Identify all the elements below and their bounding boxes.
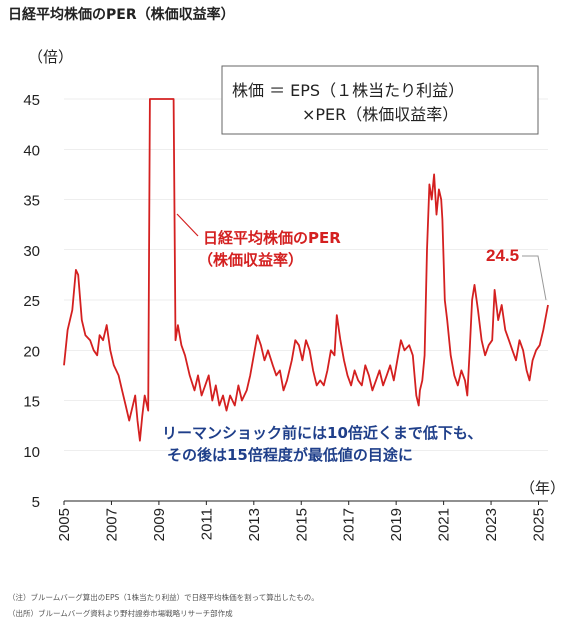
y-tick-label: 15: [23, 394, 40, 411]
comment-line-1: リーマンショック前には10倍近くまで低下も、: [162, 424, 482, 442]
series-label-leader: [176, 213, 199, 237]
y-tick-label: 20: [23, 343, 40, 360]
x-tick-label: 2025: [531, 508, 548, 541]
y-tick-label: 35: [23, 193, 40, 210]
x-axis-label: （年）: [520, 480, 565, 497]
latest-value-leader: [522, 255, 547, 301]
y-tick-label: 10: [23, 444, 40, 461]
series-label-line-2: （株価収益率）: [198, 251, 303, 269]
per-series-line: [63, 98, 549, 442]
x-tick-label: 2015: [293, 508, 310, 541]
y-axis-ticks: 5 10 15 20 25 30 35 40 45: [23, 92, 40, 511]
x-tick-label: 2011: [198, 508, 215, 540]
y-tick-label: 25: [23, 293, 40, 310]
x-tick-label: 2013: [246, 508, 263, 541]
x-tick-label: 2007: [103, 508, 120, 541]
comment-line-2: その後は15倍程度が最低値の目途に: [167, 446, 413, 464]
x-axis-ticks: 2005 2007 2009 2011 2013 2015 2017 2019 2021 2023…: [56, 501, 548, 541]
footnote-source: （出所）ブルームバーグ資料より野村證券市場戦略リサーチ部作成: [8, 609, 233, 618]
x-tick-label: 2023: [483, 508, 500, 541]
x-tick-label: 2005: [56, 508, 73, 541]
formula-line-1: 株価 ＝ EPS（１株当たり利益）: [232, 81, 464, 100]
page-title: 日経平均株価のPER（株価収益率）: [8, 7, 235, 23]
latest-value-label: 24.5: [486, 246, 519, 265]
y-axis-label: （倍）: [28, 49, 73, 66]
y-tick-label: 5: [32, 494, 40, 511]
y-tick-label: 40: [23, 142, 40, 159]
footnote-note: （注）ブルームバーグ算出のEPS（1株当たり利益）で日経平均株価を割って算出した…: [8, 593, 319, 602]
y-tick-label: 30: [23, 243, 40, 260]
x-tick-label: 2009: [151, 508, 168, 541]
series-label-line-1: 日経平均株価のPER: [203, 229, 341, 247]
x-tick-label: 2021: [436, 508, 453, 541]
x-tick-label: 2017: [341, 508, 358, 541]
formula-box: 株価 ＝ EPS（１株当たり利益） ×PER（株価収益率）: [221, 65, 539, 135]
formula-line-2: ×PER（株価収益率）: [302, 105, 458, 124]
x-tick-label: 2019: [388, 508, 405, 541]
y-tick-label: 45: [23, 92, 40, 109]
